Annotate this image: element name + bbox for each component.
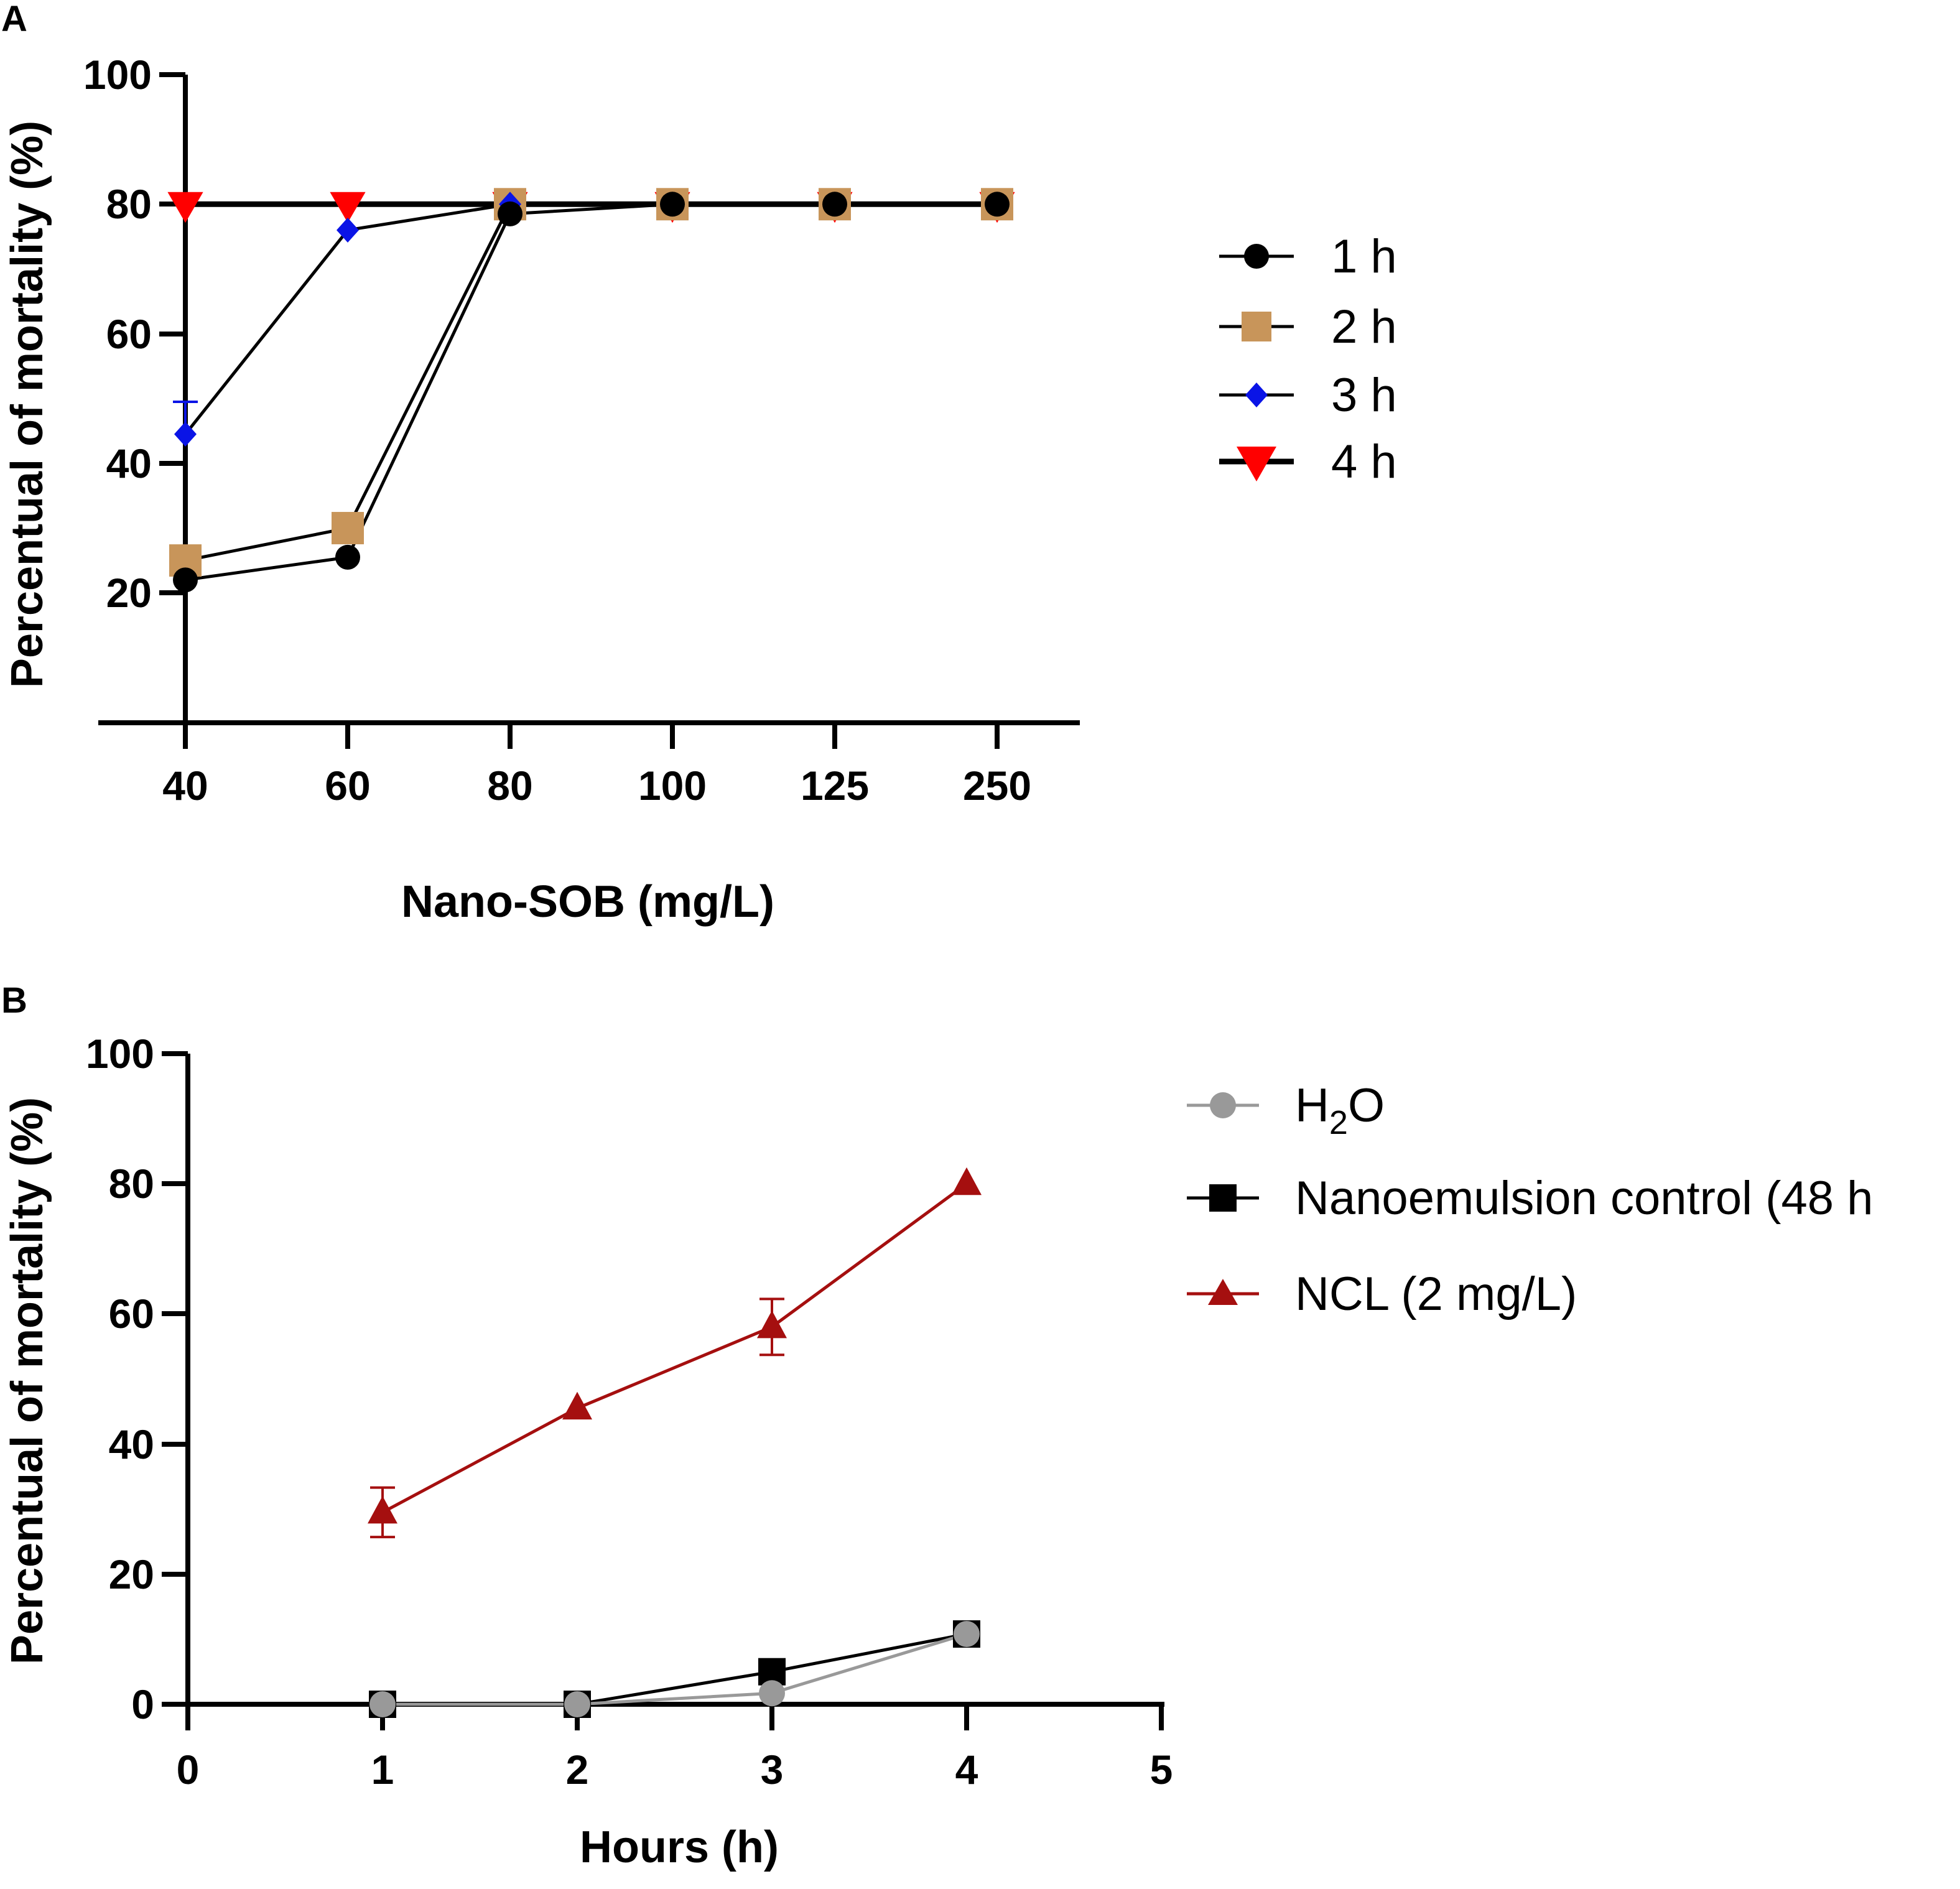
panel-a-x-tick-labels: 40 60 80 100 125 250 [162, 763, 1031, 809]
panel-b-x-tick-label-4: 4 [955, 1747, 978, 1793]
series-3-point [330, 192, 366, 223]
panel-b-y-tick-label-60: 60 [109, 1291, 154, 1337]
legend-triangle-down-marker [1237, 447, 1276, 481]
panel-a-legend-item-3h: 3 h [1219, 369, 1397, 422]
panel-a-legend-item-4h: 4 h [1219, 435, 1397, 488]
series-1-point [332, 512, 364, 545]
panel-b-x-tick-label-1: 1 [371, 1747, 394, 1793]
panel-a-y-tick-label-40: 40 [106, 440, 152, 486]
panel-a-x-tick-label-100: 100 [638, 763, 707, 809]
panel-a-letter: A [1, 0, 27, 39]
series-1-line [383, 1632, 967, 1706]
legend-diamond-marker [1245, 383, 1268, 407]
series-0-point [660, 192, 685, 217]
series-0-point [822, 192, 847, 217]
legend-label: 4 h [1331, 435, 1397, 488]
panel-a-x-axis-title: Nano-SOB (mg/L) [401, 877, 774, 927]
panel-a-y-tick-labels: 100 80 60 40 20 [83, 52, 152, 616]
panel-a-y-tick-label-100: 100 [83, 52, 152, 98]
legend-label: 3 h [1331, 369, 1397, 422]
legend-label: NCL (2 mg/L) [1295, 1268, 1577, 1320]
panel-b-x-tick-label-0: 0 [177, 1747, 200, 1793]
legend-circle-marker [1210, 1092, 1236, 1118]
series-0-point [173, 567, 198, 593]
series-0-point [564, 1691, 590, 1717]
panel-a-y-axis-title: Percentual of mortality (%) [2, 121, 52, 688]
panel-b: B Percentual of mortality (%) Hours (h) … [1, 980, 1873, 1872]
series-0-point [498, 201, 523, 226]
series-2-line [381, 1182, 968, 1514]
legend-circle-marker [1244, 244, 1269, 269]
series-2-point [562, 1391, 592, 1420]
panel-a-x-ticks [183, 723, 1000, 749]
series-2-point [174, 422, 197, 447]
series-0-point [985, 192, 1010, 217]
series-2-point [368, 1496, 397, 1524]
panel-a-legend: 1 h 2 h 3 h 4 h [1219, 230, 1397, 488]
panel-b-y-tick-label-20: 20 [109, 1551, 154, 1597]
panel-b-legend: H2O Nanoemulsion control (48 h NCL (2 mg… [1187, 1079, 1873, 1320]
panel-a-legend-item-1h: 1 h [1219, 230, 1397, 283]
series-0-point [369, 1691, 396, 1717]
panel-a-x-tick-label-80: 80 [487, 763, 532, 809]
legend-square-marker [1242, 312, 1271, 341]
panel-b-y-axis-title: Percentual of mortality (%) [2, 1097, 52, 1664]
panel-a-x-tick-label-125: 125 [801, 763, 869, 809]
legend-triangle-up-marker [1208, 1279, 1238, 1305]
panel-b-y-tick-labels: 100 80 60 40 20 0 [86, 1031, 154, 1727]
panel-b-letter: B [1, 980, 27, 1021]
panel-b-plot-area [368, 1167, 982, 1718]
series-1-line [185, 202, 997, 562]
panel-b-y-ticks [162, 1051, 188, 1707]
series-2-point [757, 1310, 787, 1339]
legend-square-marker [1209, 1184, 1237, 1212]
panel-a-x-tick-label-40: 40 [162, 763, 208, 809]
panel-a-y-tick-label-60: 60 [106, 311, 152, 357]
panel-a-x-tick-label-60: 60 [325, 763, 370, 809]
series-2-point [337, 217, 359, 243]
panel-a-x-tick-label-250: 250 [963, 763, 1031, 809]
panel-b-x-axis-title: Hours (h) [580, 1822, 779, 1872]
series-2-line [184, 202, 997, 435]
panel-a-plot-area [167, 188, 1015, 593]
series-0-line [185, 202, 997, 582]
panel-b-x-tick-label-3: 3 [761, 1747, 784, 1793]
panel-b-x-ticks [185, 1704, 1164, 1730]
panel-b-y-tick-label-100: 100 [86, 1031, 154, 1077]
panel-b-x-tick-label-2: 2 [566, 1747, 589, 1793]
legend-label: H2O [1295, 1079, 1385, 1141]
panel-b-x-tick-labels: 0 1 2 3 4 5 [177, 1747, 1173, 1793]
panel-b-legend-item-h2o: H2O [1187, 1079, 1385, 1141]
panel-b-legend-item-ncl: NCL (2 mg/L) [1187, 1268, 1577, 1320]
series-0-point [335, 544, 360, 570]
panel-a: A Percentual of mortality (%) Nano-SOB (… [1, 0, 1397, 927]
panel-a-y-ticks [159, 72, 185, 595]
panel-b-x-tick-label-5: 5 [1150, 1747, 1173, 1793]
panel-b-y-tick-label-0: 0 [131, 1681, 154, 1727]
series-0-line [383, 1632, 967, 1706]
legend-label: 1 h [1331, 230, 1397, 283]
series-2-point [952, 1167, 982, 1195]
panel-b-legend-item-nanoemulsion: Nanoemulsion control (48 h [1187, 1172, 1873, 1225]
series-0-point [954, 1621, 980, 1648]
panel-b-y-tick-label-80: 80 [109, 1161, 154, 1207]
legend-label: 2 h [1331, 300, 1397, 353]
series-0-point [759, 1680, 785, 1707]
panel-a-y-tick-label-20: 20 [106, 570, 152, 616]
panel-a-legend-item-2h: 2 h [1219, 300, 1397, 353]
legend-label: Nanoemulsion control (48 h [1295, 1172, 1873, 1225]
series-3-point [167, 192, 203, 223]
panel-b-y-tick-label-40: 40 [109, 1421, 154, 1467]
panel-a-y-tick-label-80: 80 [106, 181, 152, 227]
